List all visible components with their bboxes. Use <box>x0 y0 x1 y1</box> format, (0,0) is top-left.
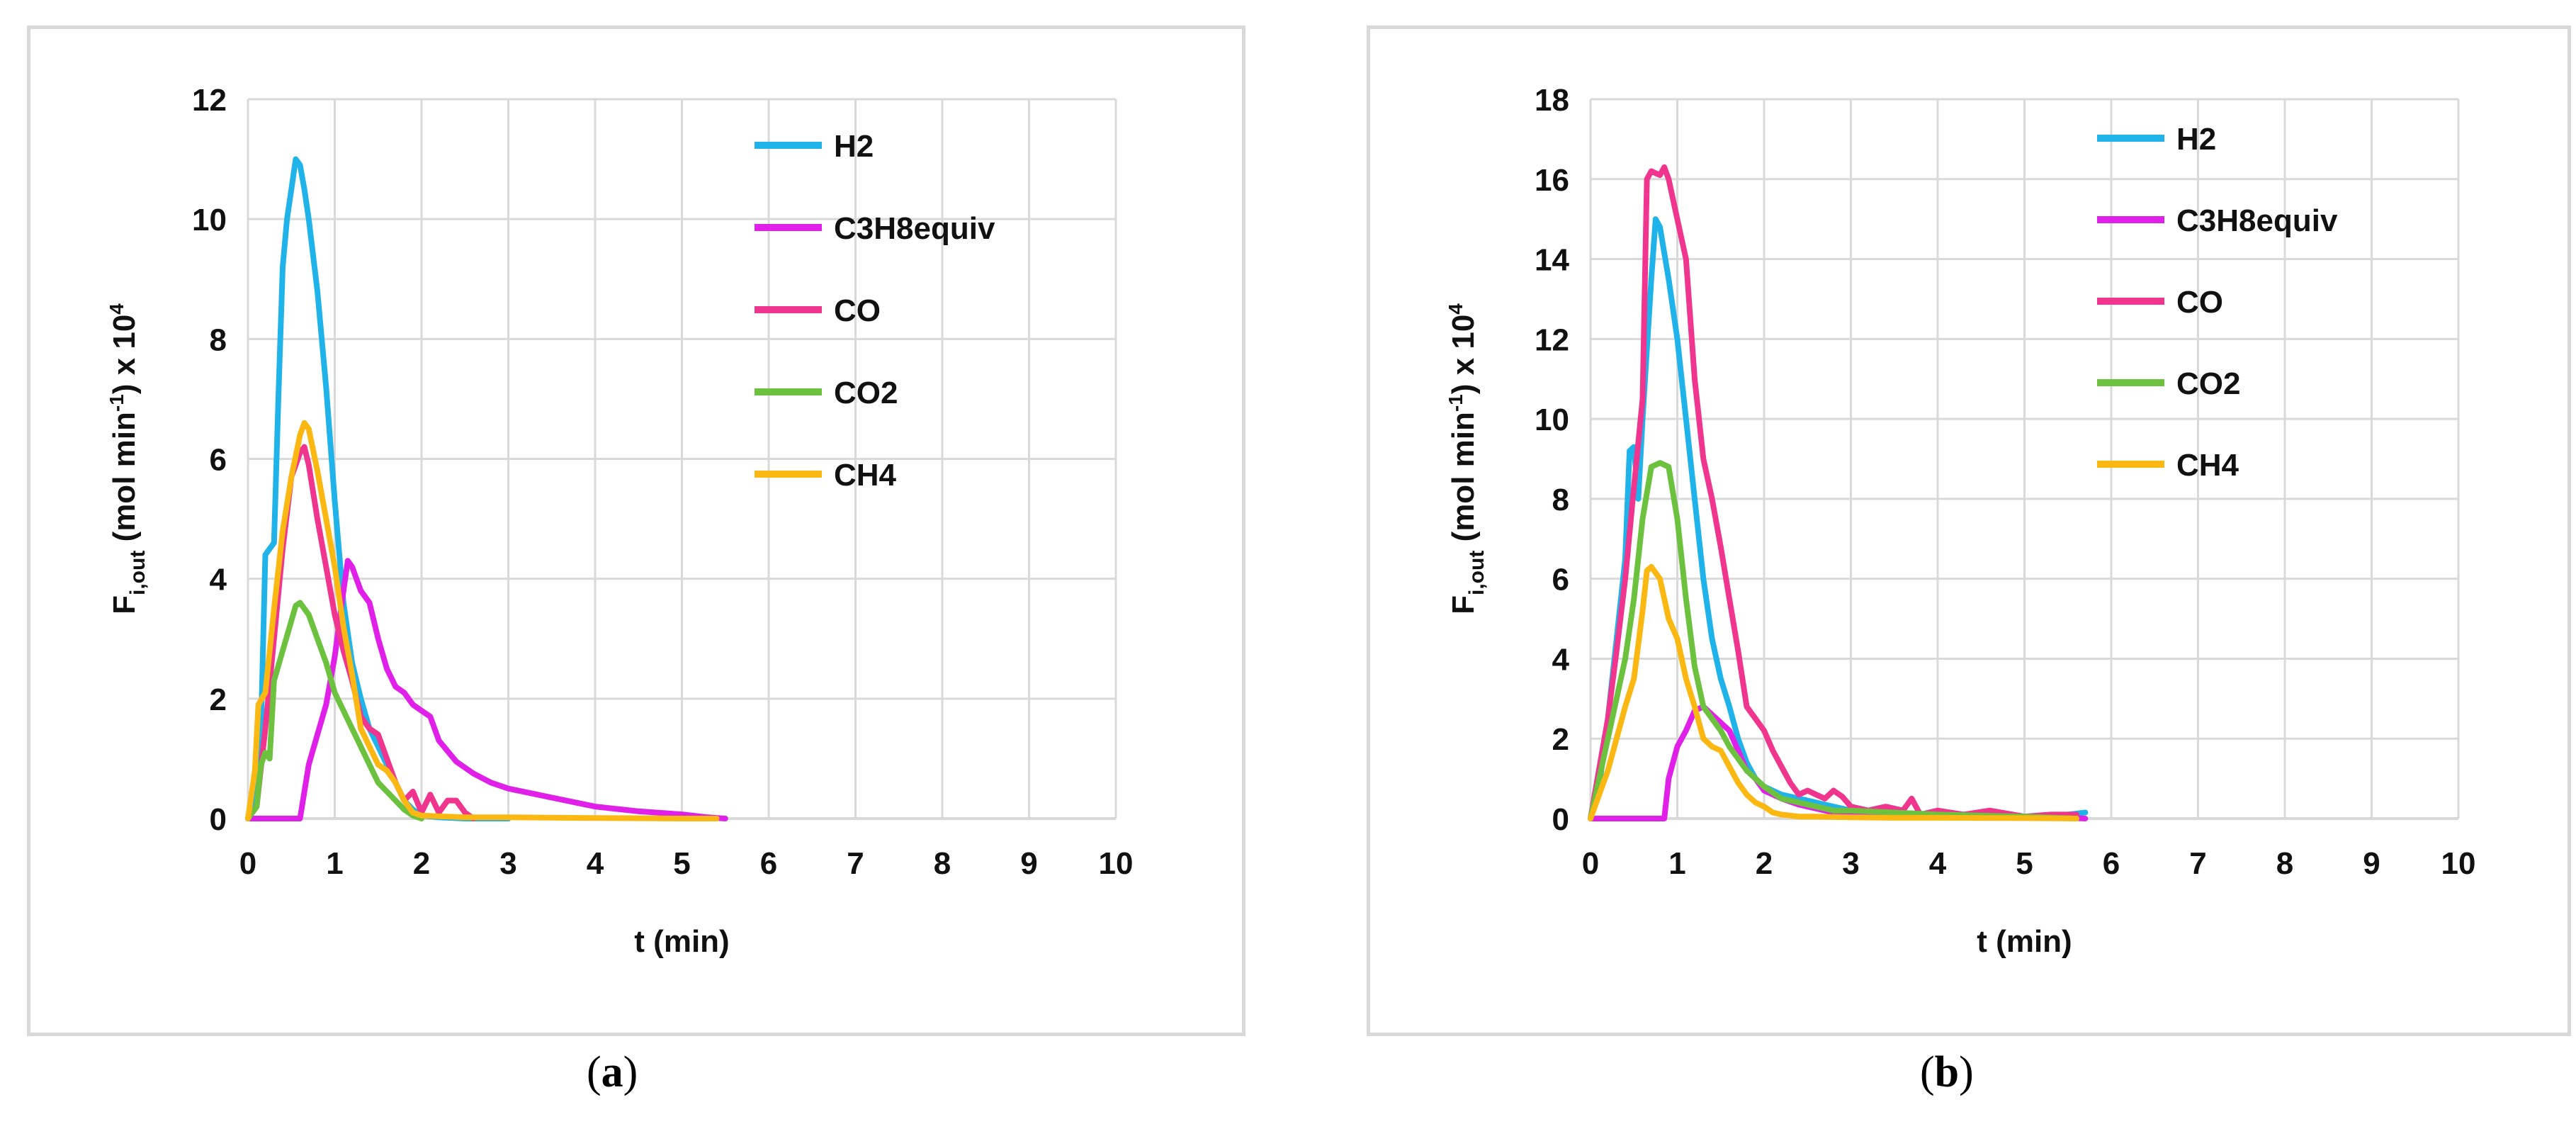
x-tick-label: 3 <box>1842 846 1859 881</box>
x-tick-label: 6 <box>760 846 777 881</box>
legend-label-h2: H2 <box>2176 122 2216 157</box>
x-tick-label: 1 <box>326 846 343 881</box>
x-tick-label: 4 <box>1929 846 1947 881</box>
y-tick-label: 12 <box>192 83 227 118</box>
series-line-ch4 <box>1588 563 2079 821</box>
legend-label-co2: CO2 <box>834 376 898 410</box>
x-tick-label: 0 <box>1582 846 1599 881</box>
y-tick-label: 0 <box>210 802 227 837</box>
x-tick-label: 10 <box>1099 846 1134 881</box>
legend: H2 C3H8equiv CO CO2 CH4 <box>755 129 995 493</box>
legend-label-c3h8equiv: C3H8equiv <box>834 211 995 246</box>
series-line-co <box>245 444 477 821</box>
y-tick-label: 8 <box>210 322 227 357</box>
panel-label-a: (a) <box>587 1048 638 1096</box>
x-tick-label: 8 <box>934 846 951 881</box>
x-tick-label: 9 <box>1020 846 1037 881</box>
chart-panel-b-frame <box>1367 26 2571 1036</box>
legend-label-ch4: CH4 <box>834 458 897 493</box>
x-tick-label: 4 <box>587 846 604 881</box>
legend-label-c3h8equiv: C3H8equiv <box>2176 203 2338 238</box>
legend-label-co2: CO2 <box>2176 366 2240 401</box>
y-tick-label: 2 <box>1552 722 1569 757</box>
series-line-co2 <box>1588 460 2079 821</box>
x-tick-label: 7 <box>2189 846 2206 881</box>
y-tick-label: 10 <box>192 203 227 237</box>
y-tick-label: 6 <box>210 443 227 478</box>
y-tick-label: 8 <box>1552 483 1569 517</box>
legend-label-h2: H2 <box>834 129 874 164</box>
legend-label-ch4: CH4 <box>2176 448 2239 483</box>
y-tick-label: 16 <box>1535 163 1569 198</box>
legend-label-co: CO <box>834 293 881 328</box>
x-tick-label: 1 <box>1668 846 1685 881</box>
y-tick-label: 6 <box>1552 563 1569 597</box>
y-tick-label: 2 <box>210 682 227 717</box>
x-tick-label: 7 <box>847 846 864 881</box>
x-axis-title: t (min) <box>1977 924 2072 959</box>
series-line-c3h8equiv <box>245 558 728 821</box>
y-tick-label: 12 <box>1535 322 1569 357</box>
legend: H2 C3H8equiv CO CO2 CH4 <box>2097 122 2338 483</box>
legend-label-co: CO <box>2176 285 2223 320</box>
x-tick-label: 2 <box>1756 846 1773 881</box>
series-line-h2 <box>1588 216 2089 821</box>
x-tick-label: 5 <box>673 846 690 881</box>
y-tick-label: 0 <box>1552 802 1569 837</box>
y-axis-title: Fi,out (mol min-1) x 104 <box>1445 303 1488 614</box>
x-tick-label: 3 <box>499 846 516 881</box>
x-axis-title: t (min) <box>634 924 729 959</box>
chart-panel-a-frame <box>27 26 1245 1036</box>
x-tick-label: 6 <box>2103 846 2120 881</box>
y-tick-label: 10 <box>1535 403 1569 437</box>
x-tick-label: 9 <box>2363 846 2380 881</box>
series-line-c3h8equiv <box>1588 704 2089 821</box>
y-tick-label: 14 <box>1535 243 1569 278</box>
x-tick-label: 8 <box>2276 846 2293 881</box>
x-tick-label: 0 <box>239 846 256 881</box>
series-line-co <box>1588 164 2079 821</box>
y-tick-label: 18 <box>1535 83 1569 118</box>
series-line-ch4 <box>245 420 720 821</box>
panel-label-b: (b) <box>1920 1048 1974 1096</box>
y-tick-label: 4 <box>1552 642 1570 677</box>
y-axis-title: Fi,out (mol min-1) x 104 <box>106 303 149 614</box>
x-tick-label: 5 <box>2016 846 2033 881</box>
y-tick-label: 4 <box>210 563 227 597</box>
x-tick-label: 10 <box>2441 846 2476 881</box>
x-tick-label: 2 <box>413 846 430 881</box>
series-line-co2 <box>245 600 424 821</box>
